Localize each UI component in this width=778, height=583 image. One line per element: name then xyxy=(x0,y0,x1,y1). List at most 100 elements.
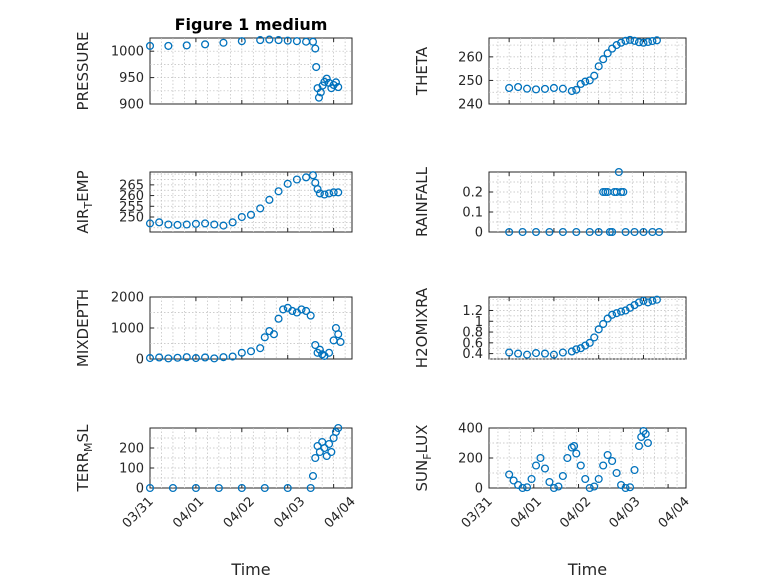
y-tick-label: 1000 xyxy=(111,322,144,337)
data-point xyxy=(201,219,210,228)
data-point xyxy=(329,188,338,197)
rainfall-subplot: 0 0.1 0.2 RAINFALL xyxy=(413,166,687,241)
data-point xyxy=(554,482,563,491)
data-point xyxy=(617,187,626,197)
data-point xyxy=(320,443,329,453)
data-point xyxy=(599,319,608,329)
y-tick-label: 0 xyxy=(475,482,483,497)
data-point xyxy=(617,38,626,47)
data-point xyxy=(558,227,567,237)
data-point xyxy=(283,179,292,188)
data-point xyxy=(590,333,599,342)
pressure-y-label: PRESSURE xyxy=(74,32,92,111)
data-point xyxy=(155,353,164,362)
data-point xyxy=(523,350,532,359)
data-point xyxy=(594,227,603,237)
y-tick-label: 1.2 xyxy=(462,304,483,319)
y-tick-label: 0.8 xyxy=(462,326,483,341)
data-point xyxy=(269,330,279,339)
rainfall-y-label: RAINFALL xyxy=(413,166,431,237)
data-point xyxy=(608,310,617,319)
data-point xyxy=(311,453,320,463)
data-point xyxy=(505,470,514,479)
data-point xyxy=(531,349,541,358)
data-point xyxy=(563,453,572,463)
data-point xyxy=(292,37,301,46)
data-point xyxy=(164,220,173,229)
data-point xyxy=(643,298,652,307)
data-point xyxy=(509,476,518,485)
data-point xyxy=(256,36,265,45)
data-point xyxy=(518,483,527,493)
data-point xyxy=(210,354,219,363)
data-point xyxy=(145,354,155,363)
data-point xyxy=(608,227,617,237)
data-point xyxy=(652,36,661,45)
data-point xyxy=(617,307,626,316)
data-point xyxy=(540,84,550,93)
data-point xyxy=(311,340,320,350)
data-point xyxy=(581,77,590,86)
y-tick-label: 0.4 xyxy=(462,347,483,362)
data-point xyxy=(558,84,567,93)
data-point xyxy=(327,447,336,457)
data-point xyxy=(634,441,644,451)
data-point xyxy=(621,483,630,493)
data-point xyxy=(621,227,630,237)
data-point xyxy=(505,348,514,357)
data-point xyxy=(331,78,340,87)
data-point xyxy=(558,348,567,357)
data-point xyxy=(219,353,228,362)
data-point xyxy=(576,461,585,470)
y-tick-label: 250 xyxy=(119,211,144,226)
y-tick-label: 950 xyxy=(119,71,144,86)
h2omixra-y-label: H2OMIXRA xyxy=(413,287,431,368)
data-point xyxy=(302,173,311,182)
data-point xyxy=(246,347,256,356)
data-point xyxy=(312,62,321,72)
mixdepth-y-label: MIXDEPTH xyxy=(74,289,92,367)
y-tick-label: 900 xyxy=(119,98,144,113)
data-point xyxy=(599,461,608,470)
y-tick-label: 250 xyxy=(458,74,483,89)
x-tick-label: 04/01 xyxy=(170,494,207,531)
x-tick-label: 04/04 xyxy=(322,494,359,531)
data-point xyxy=(590,482,599,491)
data-point xyxy=(572,449,581,458)
data-point xyxy=(256,204,265,213)
data-point xyxy=(648,37,657,46)
data-point xyxy=(585,338,594,347)
x-axis-label: Time xyxy=(567,560,607,579)
y-tick-label: 255 xyxy=(119,200,144,215)
data-point xyxy=(514,82,523,92)
data-point xyxy=(210,220,219,229)
data-point xyxy=(274,187,283,196)
y-tick-label: 0.1 xyxy=(462,206,483,221)
data-point xyxy=(505,227,514,237)
data-point xyxy=(283,36,292,45)
data-point xyxy=(634,38,644,47)
terr-msl-y-label: TERRMSL xyxy=(74,424,95,493)
data-point xyxy=(590,71,599,80)
x-tick-label: 03/31 xyxy=(120,494,157,531)
data-point xyxy=(191,219,200,228)
y-tick-label: 200 xyxy=(119,442,144,457)
mixdepth-subplot: 0 1000 2000 MIXDEPTH xyxy=(74,289,353,368)
data-point xyxy=(639,227,648,237)
data-point xyxy=(313,185,322,194)
data-point xyxy=(297,305,306,314)
data-point xyxy=(201,40,210,49)
y-tick-label: 400 xyxy=(458,422,483,437)
data-point xyxy=(612,309,621,318)
data-point xyxy=(523,84,532,93)
data-point xyxy=(523,483,532,492)
data-point xyxy=(164,354,173,363)
data-point xyxy=(334,188,343,197)
x-axis-label: Time xyxy=(230,560,270,579)
data-point xyxy=(228,218,237,227)
data-point xyxy=(324,189,334,198)
data-point xyxy=(540,349,550,358)
data-point xyxy=(145,483,155,493)
y-tick-label: 200 xyxy=(458,452,483,467)
